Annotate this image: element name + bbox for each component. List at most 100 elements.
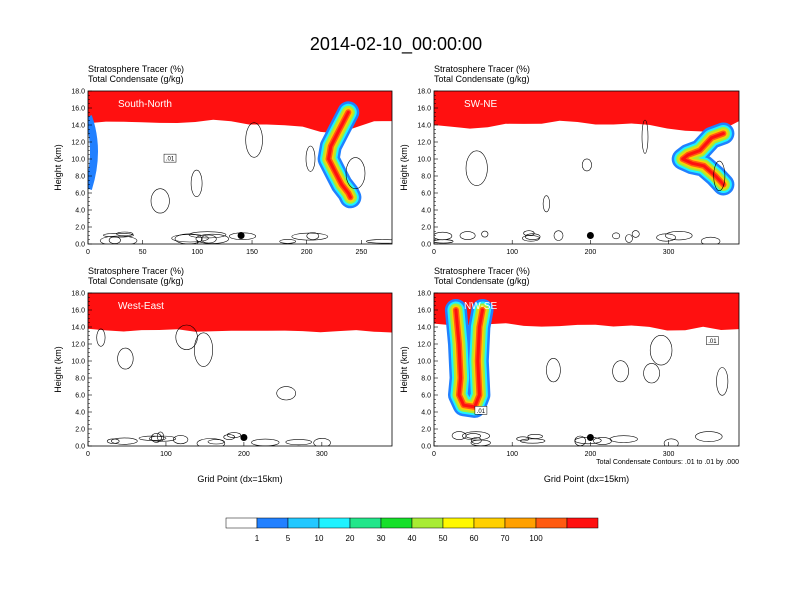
x-tick-label: 200 [585,249,597,256]
y-tick-label: 6.0 [75,393,85,400]
y-tick-label: 4.0 [75,410,85,417]
x-tick-label: 0 [86,451,90,458]
region-label: SW-NE [464,99,497,110]
condensate-contours [99,122,392,244]
y-tick-label: 10.0 [71,157,85,164]
colorbar-label: 20 [346,534,355,543]
plot-area [434,91,739,244]
y-tick-label: 16.0 [71,308,85,315]
y-tick-label: 12.0 [71,140,85,147]
y-tick-label: 0.0 [75,242,85,249]
x-tick-label: 200 [301,249,313,256]
x-tick-label: 150 [246,249,258,256]
tracer-band-8 [88,293,392,333]
colorbar-label: 1 [255,534,260,543]
condensate-contours [434,119,726,244]
panel-title-line-1: Stratosphere Tracer (%) [434,64,530,74]
colorbar-cell [411,517,444,529]
y-tick-label: 18.0 [71,89,85,96]
y-tick-label: 0.0 [421,444,431,451]
colorbar-cell [256,517,289,529]
colorbar-label: 40 [408,534,417,543]
colorbar-cell [442,517,475,529]
contour-label-box [474,406,488,415]
location-marker [240,434,248,441]
y-tick-label: 10.0 [417,359,431,366]
x-tick-label: 300 [663,451,675,458]
x-tick-label: 100 [192,249,204,256]
y-tick-label: 16.0 [417,308,431,315]
colorbar-label: 30 [377,534,386,543]
panel-1: .01 South-North Stratosphere Tracer (%)Tot… [53,64,393,256]
y-tick-label: 4.0 [75,208,85,215]
y-tick-label: 8.0 [75,174,85,181]
y-tick-label: 16.0 [71,106,85,113]
x-tick-label: 0 [432,451,436,458]
contour-footnote: Total Condensate Contours: .01 to .01 by… [596,459,739,466]
y-tick-label: 2.0 [75,427,85,434]
y-tick-label: 12.0 [417,140,431,147]
panel-title-line-1: Stratosphere Tracer (%) [88,64,184,74]
y-tick-label: 4.0 [421,410,431,417]
contour-label-box [706,336,719,345]
y-tick-label: 18.0 [417,89,431,96]
location-marker [586,434,594,441]
panel-2: SW-NE Stratosphere Tracer (%)Total Conden… [399,64,740,256]
y-tick-label: 8.0 [421,376,431,383]
y-tick-label: 6.0 [421,191,431,198]
y-axis-title: Height (km) [53,346,63,393]
x-axis-title: Grid Point (dx=15km) [544,474,629,484]
colorbar-cell [473,517,506,529]
colorbar-cell [566,517,599,529]
y-axis-title: Height (km) [399,144,409,191]
contour-label: .01 [166,157,175,163]
y-tick-label: 14.0 [71,325,85,332]
colorbar-cell [225,517,258,529]
edge-dip [88,115,98,190]
panel-3: West-East Stratosphere Tracer (%)Total Co… [53,266,393,484]
x-tick-label: 200 [585,451,597,458]
intrusion-layer-6 [454,308,484,409]
x-tick-label: 0 [86,249,90,256]
intrusion-layer-6 [681,132,725,186]
y-tick-label: 0.0 [421,242,431,249]
colorbar-label: 100 [529,534,543,543]
plot-area [88,293,392,446]
colorbar-label: 60 [470,534,479,543]
panel-title-line-2: Total Condensate (g/kg) [88,74,184,84]
x-tick-label: 100 [160,451,172,458]
location-marker [586,232,594,239]
y-axis-title: Height (km) [399,346,409,393]
region-label: South-North [118,99,172,110]
contour-label-box [163,153,177,163]
x-tick-label: 100 [506,249,518,256]
panel-title-line-2: Total Condensate (g/kg) [434,276,530,286]
colorbar-label: 10 [315,534,324,543]
y-tick-label: 2.0 [421,225,431,232]
region-label: NW-SE [464,301,497,312]
panel-title-line-1: Stratosphere Tracer (%) [88,266,184,276]
y-tick-label: 16.0 [417,106,431,113]
panel-title-line-2: Total Condensate (g/kg) [88,276,184,286]
y-tick-label: 12.0 [71,342,85,349]
region-label: West-East [118,301,164,312]
y-tick-label: 14.0 [71,123,85,130]
panel-title-line-1: Stratosphere Tracer (%) [434,266,530,276]
y-tick-label: 2.0 [75,225,85,232]
x-tick-label: 100 [506,451,518,458]
colorbar-cell [380,517,413,529]
y-tick-label: 8.0 [75,376,85,383]
x-tick-label: 200 [238,451,250,458]
colorbar-cell [535,517,568,529]
panel-title-line-2: Total Condensate (g/kg) [434,74,530,84]
figure-title: 2014-02-10_00:00:00 [310,34,482,55]
x-tick-label: 300 [663,249,675,256]
colorbar-cell [318,517,351,529]
colorbar-label: 50 [439,534,448,543]
y-tick-label: 6.0 [75,191,85,198]
colorbar-label: 5 [286,534,291,543]
colorbar: 1 5 10 20 30 40 50 60 70 100 [225,517,599,543]
